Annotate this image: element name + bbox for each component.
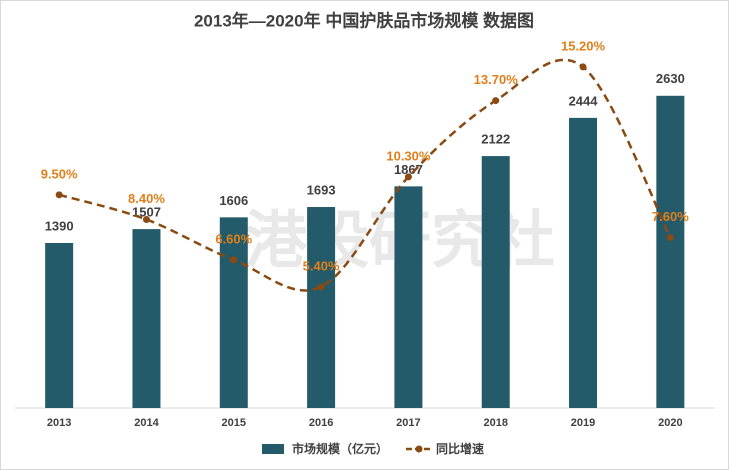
- growth-value-label: 13.70%: [474, 72, 519, 87]
- growth-marker: [142, 216, 150, 224]
- legend-swatch: [262, 444, 284, 454]
- bar-value-label: 2122: [481, 132, 510, 147]
- growth-value-label: 5.40%: [303, 258, 340, 273]
- x-tick-label: 2020: [658, 417, 682, 429]
- legend-label: 市场规模（亿元）: [292, 441, 388, 456]
- x-tick-label: 2016: [309, 417, 333, 429]
- bar: [656, 95, 685, 408]
- growth-marker: [666, 233, 674, 241]
- bar: [394, 186, 423, 408]
- growth-marker: [230, 256, 238, 264]
- legend-label: 同比增速: [436, 441, 484, 456]
- bar: [45, 242, 74, 408]
- growth-value-label: 15.20%: [561, 38, 606, 53]
- bar-value-label: 1693: [307, 182, 336, 197]
- growth-marker: [317, 283, 325, 291]
- bar-value-label: 1606: [219, 193, 248, 208]
- growth-marker: [55, 191, 63, 199]
- growth-marker: [404, 173, 412, 181]
- bar: [307, 207, 336, 408]
- bar-value-label: 2444: [569, 93, 599, 108]
- growth-value-label: 10.30%: [386, 148, 431, 163]
- x-tick-label: 2019: [571, 417, 595, 429]
- bar-value-label: 1390: [45, 218, 74, 233]
- growth-value-label: 6.60%: [215, 231, 252, 246]
- growth-marker: [492, 97, 500, 105]
- x-tick-label: 2013: [47, 417, 71, 429]
- growth-value-label: 7.60%: [652, 209, 689, 224]
- growth-marker: [579, 63, 587, 71]
- bar: [219, 217, 248, 408]
- growth-value-label: 8.40%: [128, 191, 165, 206]
- bar: [569, 117, 598, 409]
- growth-value-label: 9.50%: [41, 166, 78, 181]
- bar-value-label: 2630: [656, 71, 685, 86]
- x-tick-label: 2014: [134, 417, 159, 429]
- bar-value-label: 1867: [394, 162, 423, 177]
- x-tick-label: 2018: [483, 417, 507, 429]
- legend-swatch: [415, 445, 423, 453]
- bar: [481, 156, 510, 408]
- bar: [132, 229, 161, 408]
- chart-title: 2013年—2020年 中国护肤品市场规模 数据图: [194, 10, 534, 30]
- x-tick-label: 2017: [396, 417, 420, 429]
- x-tick-label: 2015: [222, 417, 246, 429]
